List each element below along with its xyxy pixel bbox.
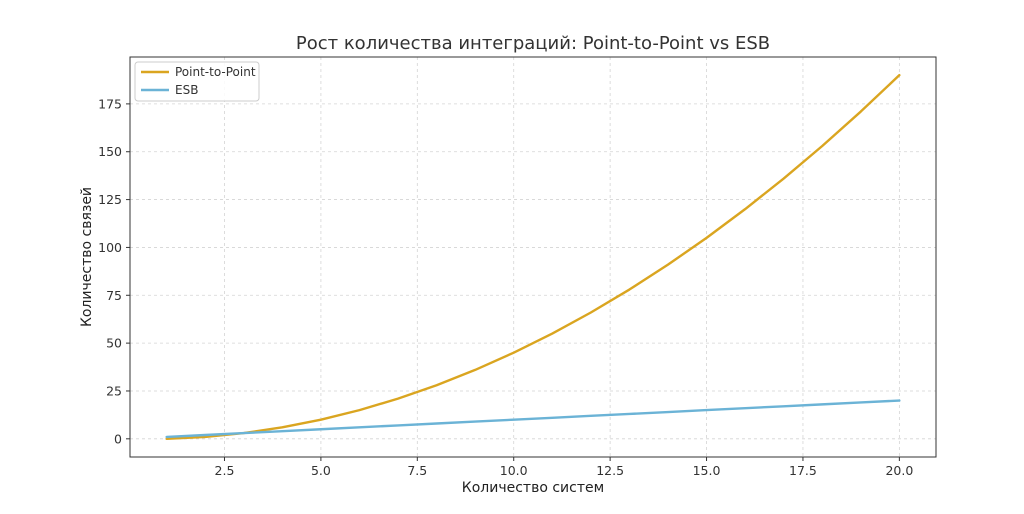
chart-title: Рост количества интеграций: Point-to-Poi…	[296, 33, 770, 54]
y-axis-title: Количество связей	[79, 187, 95, 327]
y-tick-label: 50	[106, 336, 122, 351]
x-tick-label: 7.5	[407, 463, 427, 478]
x-tick-label: 5.0	[311, 463, 331, 478]
legend-label-point-to-point: Point-to-Point	[175, 65, 256, 79]
x-axis-title: Количество систем	[462, 480, 604, 496]
y-tick-label: 75	[106, 288, 122, 303]
y-tick-label: 150	[98, 144, 122, 159]
x-tick-label: 20.0	[885, 463, 913, 478]
series-layer	[167, 75, 900, 439]
y-tick-label: 125	[98, 192, 122, 207]
x-tick-label: 12.5	[596, 463, 624, 478]
grid	[130, 57, 936, 457]
y-tick-label: 175	[98, 96, 122, 111]
legend-label-esb: ESB	[175, 83, 198, 97]
series-line-point-to-point	[167, 75, 900, 439]
y-tick-label: 0	[114, 431, 122, 446]
y-tick-label: 25	[106, 383, 122, 398]
legend: Point-to-Point ESB	[135, 62, 259, 101]
series-line-esb	[167, 401, 900, 437]
x-tick-label: 10.0	[500, 463, 528, 478]
x-tick-label: 17.5	[789, 463, 817, 478]
x-tick-label: 2.5	[215, 463, 235, 478]
plot-frame	[130, 57, 936, 457]
y-tick-label: 100	[98, 240, 122, 255]
x-tick-label: 15.0	[693, 463, 721, 478]
